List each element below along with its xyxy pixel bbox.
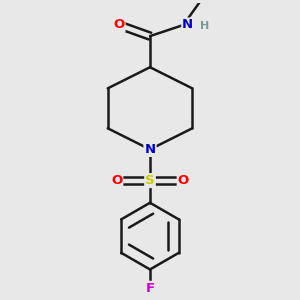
Text: O: O — [113, 19, 124, 32]
Text: H: H — [200, 21, 209, 31]
Text: S: S — [145, 174, 155, 187]
Text: N: N — [182, 19, 193, 32]
Text: O: O — [111, 174, 122, 187]
Text: O: O — [178, 174, 189, 187]
Text: F: F — [146, 282, 154, 295]
Text: N: N — [144, 143, 156, 156]
